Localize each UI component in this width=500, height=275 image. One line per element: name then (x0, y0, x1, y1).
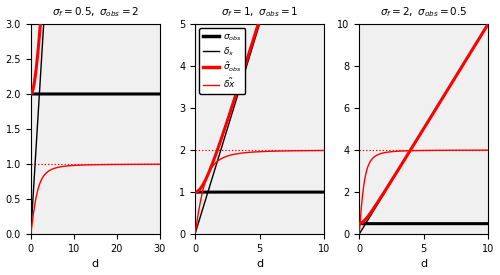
Title: $\sigma_f = 2,\ \sigma_{obs} = 0.5$: $\sigma_f = 2,\ \sigma_{obs} = 0.5$ (380, 6, 468, 19)
X-axis label: d: d (92, 259, 99, 270)
X-axis label: d: d (420, 259, 428, 270)
Title: $\sigma_f = 0.5,\ \sigma_{obs} = 2$: $\sigma_f = 0.5,\ \sigma_{obs} = 2$ (52, 6, 139, 19)
X-axis label: d: d (256, 259, 263, 270)
Title: $\sigma_f = 1,\ \sigma_{obs} = 1$: $\sigma_f = 1,\ \sigma_{obs} = 1$ (221, 6, 298, 19)
Legend: $\sigma_{obs}$, $\delta_x$, $\tilde{\sigma}_{obs}$, $\tilde{\delta x}$: $\sigma_{obs}$, $\delta_x$, $\tilde{\sig… (200, 28, 246, 94)
